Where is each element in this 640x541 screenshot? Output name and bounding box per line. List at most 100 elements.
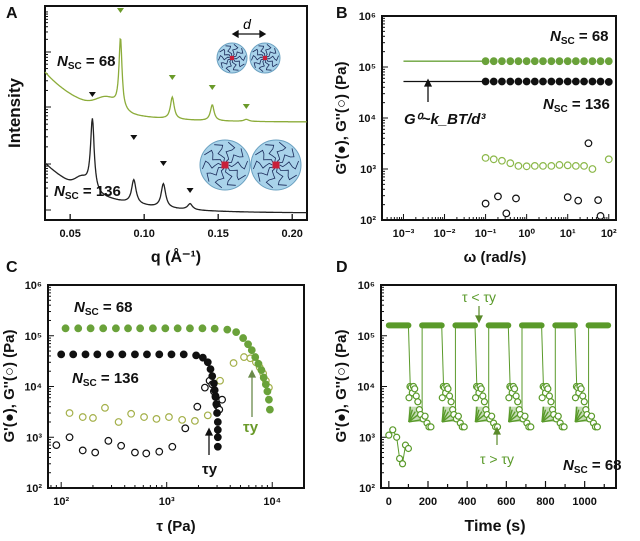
micelle-chain (219, 48, 231, 57)
panel-c-point (78, 446, 87, 455)
micelle-chain (214, 144, 225, 162)
panel-b-point (563, 57, 572, 66)
panel-b-point (588, 57, 597, 66)
panel-c-point (168, 442, 177, 451)
panel-d-band (508, 419, 522, 423)
panel-d-band (508, 414, 519, 423)
panel-c-point (65, 409, 74, 417)
micelle-chain (252, 48, 264, 57)
panel-c-ytick-label: 10² (26, 483, 42, 495)
panel-a-peak-marker-136 (88, 92, 96, 97)
panel-b-point (588, 165, 597, 173)
micelle-chain (276, 168, 287, 186)
panel-d-label-68: NSC = 68 (563, 457, 622, 476)
panel-c-point (106, 350, 114, 359)
panel-d-point (560, 423, 568, 431)
panel-a-peak-marker-68 (116, 8, 124, 13)
micelle-chain (231, 60, 239, 71)
panel-c-point (140, 413, 148, 421)
panel-c-point (203, 411, 212, 420)
yield-arrow-icon (204, 427, 214, 455)
panel-b-point (574, 196, 583, 205)
panel-b-point (506, 159, 515, 168)
micelle-chain (227, 167, 246, 181)
panel-b-point (498, 57, 506, 66)
panel-d-point (521, 412, 529, 420)
micelle-chain (276, 141, 287, 162)
panel-b-point (506, 77, 515, 86)
panel-c-point (74, 324, 83, 333)
panel-d-drop (441, 325, 445, 392)
panel-c-point (131, 350, 139, 359)
panel-c-point (142, 449, 151, 458)
panel-c-point (218, 395, 227, 404)
panel-b-point (506, 57, 515, 66)
panel-b-point (522, 57, 531, 66)
micelle-chain (266, 59, 278, 68)
panel-c-point (81, 350, 90, 359)
panel-c-ytick-label: 10⁶ (25, 280, 42, 292)
panel-d-point (571, 394, 580, 402)
panel-d-xtick-label: 400 (458, 496, 476, 508)
panel-c-point (213, 409, 221, 417)
panel-d-xtick-label: 0 (386, 496, 392, 508)
panel-c-point (101, 403, 109, 412)
panel-d-band (441, 419, 455, 423)
panel-label-c: C (6, 259, 18, 276)
micelle-chain (253, 160, 273, 170)
panel-a-label-136: NSC = 136 (54, 183, 121, 202)
panel-c-point (244, 340, 252, 349)
panel-d-ytick-label: 10⁴ (357, 382, 375, 394)
panel-c-ytick-label: 10⁴ (24, 382, 42, 394)
panel-b-point (563, 161, 572, 170)
micelle-chain (253, 58, 264, 68)
panel-d-xlabel: Time (s) (464, 518, 525, 535)
panel-d-point (527, 423, 535, 431)
panel-c-ytick-label: 10⁵ (25, 331, 42, 343)
panel-d-drop (507, 325, 511, 392)
panel-a-curve-136 (44, 118, 307, 214)
panel-c-point (114, 418, 123, 426)
panel-c-point (69, 350, 78, 359)
panel-b-xtick-label: 10⁰ (518, 228, 535, 240)
panel-b-point (584, 139, 593, 148)
panel-c-point (213, 442, 222, 451)
panel-c-point (89, 414, 97, 422)
panel-c-point (192, 351, 201, 360)
panel-d-point (579, 392, 587, 400)
micelle-chain (278, 148, 295, 164)
panel-b-point (580, 77, 588, 86)
panel-d-ytick-label: 10² (359, 483, 375, 495)
panel-d-point (547, 398, 555, 406)
panel-b-point (502, 209, 511, 218)
panel-d-ytick-label: 10⁶ (358, 280, 375, 292)
panel-d-xtick-label: 200 (419, 496, 437, 508)
panel-c-point (186, 324, 194, 333)
panel-a-xlabel: q (Å⁻¹) (151, 247, 201, 266)
panel-d-band (441, 414, 452, 423)
panel-c-point (112, 324, 120, 333)
panel-d-point (414, 398, 422, 406)
panel-b-point (555, 57, 564, 66)
panel-c-point (254, 359, 263, 368)
g0-arrow-icon (423, 78, 433, 102)
panel-c-point (117, 441, 126, 450)
micelle-chain (258, 45, 266, 56)
panel-c-point (223, 325, 232, 334)
panel-c-point (149, 324, 157, 333)
panel-b-point (512, 194, 520, 203)
panel-d-annotation-low: τ < τy (462, 289, 496, 305)
panel-d-point (393, 433, 401, 441)
panel-c-point (124, 324, 132, 333)
micelle-chain (228, 160, 248, 170)
panel-label-b: B (336, 5, 348, 22)
micelle-chain (220, 58, 231, 68)
panel-c-point (193, 402, 202, 411)
micelle-chain (267, 55, 279, 62)
panel-b-point (604, 57, 613, 66)
panel-d-point (412, 392, 420, 400)
panel-b-point (596, 57, 605, 66)
micelle-chain (204, 149, 223, 163)
panel-b-point (596, 212, 605, 220)
panel-b-xtick-label: 10¹ (560, 228, 576, 240)
